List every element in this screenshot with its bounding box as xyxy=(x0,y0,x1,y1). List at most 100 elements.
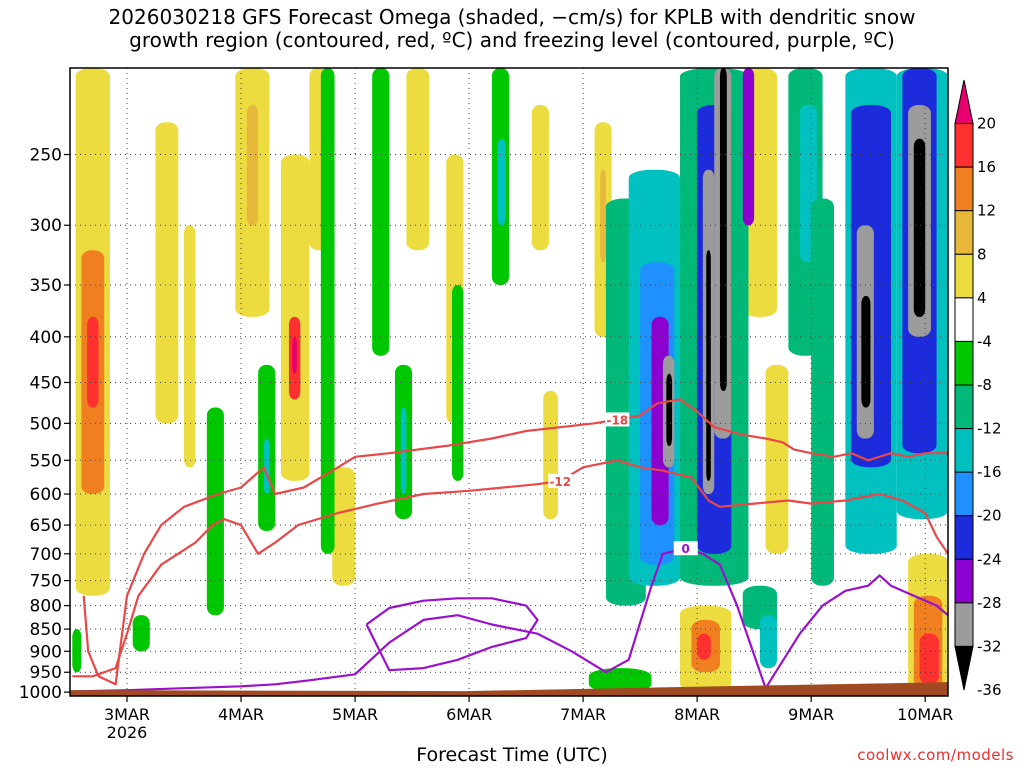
omega-cell xyxy=(184,225,196,468)
contour-layer: -18 -12 0 xyxy=(72,398,948,693)
colorbar-swatch xyxy=(954,253,974,299)
ground-layer xyxy=(70,682,948,696)
colorbar-swatch xyxy=(954,340,974,386)
page-title: 2026030218 GFS Forecast Omega (shaded, −… xyxy=(108,5,916,52)
omega-cell xyxy=(916,169,923,296)
colorbar-swatch xyxy=(954,471,974,517)
y-tick-label: 800 xyxy=(30,597,62,617)
omega-cell xyxy=(87,316,99,408)
colorbar-swatch xyxy=(954,602,974,647)
y-axis: 2503003504004505005506006507007508008509… xyxy=(19,146,70,703)
colorbar-swatch xyxy=(954,297,974,342)
colorbar-label: -36 xyxy=(977,681,1002,699)
omega-cell xyxy=(372,68,390,356)
omega-cell xyxy=(863,326,869,392)
x-tick-label: 6MAR xyxy=(446,705,492,724)
contour-line xyxy=(75,547,948,693)
y-tick-label: 750 xyxy=(30,572,62,592)
y-tick-label: 700 xyxy=(30,545,62,565)
colorbar-label: -32 xyxy=(977,637,1002,655)
omega-cell xyxy=(531,104,549,251)
colorbar-swatch xyxy=(954,166,974,212)
contour-line xyxy=(72,459,948,678)
colorbar-swatch xyxy=(954,123,974,168)
omega-cell xyxy=(666,373,673,446)
y-tick-label: 300 xyxy=(30,216,62,236)
colorbar-label: 16 xyxy=(977,158,996,176)
omega-cell xyxy=(759,615,777,669)
omega-cell xyxy=(292,336,297,374)
x-tick-label: 10MAR xyxy=(897,705,953,724)
colorbar-label: 20 xyxy=(977,115,996,133)
contour-line xyxy=(365,597,539,672)
x-axis-label: Forecast Time (UTC) xyxy=(416,744,608,766)
y-tick-label: 900 xyxy=(30,642,62,662)
x-tick-sublabel: 2026 xyxy=(107,723,148,742)
omega-cell xyxy=(451,285,464,481)
omega-cell xyxy=(155,122,179,424)
terrain-band xyxy=(70,682,948,696)
colorbar-label: -4 xyxy=(977,332,992,350)
colorbar-swatch xyxy=(954,384,974,430)
colorbar-label: 4 xyxy=(977,289,987,307)
omega-cell xyxy=(497,138,506,226)
omega-cell xyxy=(263,438,270,495)
colorbar-label: -12 xyxy=(977,420,1002,438)
omega-cell xyxy=(332,467,356,586)
contour-label: -12 xyxy=(549,475,571,489)
contour-label: -18 xyxy=(606,413,628,427)
y-tick-label: 950 xyxy=(30,663,62,683)
omega-cell xyxy=(246,104,259,226)
y-tick-label: 850 xyxy=(30,620,62,640)
omega-cell xyxy=(406,68,430,251)
omega-cell xyxy=(919,633,939,685)
x-tick-label: 4MAR xyxy=(218,705,264,724)
omega-cell xyxy=(811,198,834,586)
omega-cell xyxy=(206,407,224,616)
contour-label-bg xyxy=(673,541,698,556)
contour-label: 0 xyxy=(682,542,690,556)
colorbar-label: 12 xyxy=(977,202,996,220)
omega-cell xyxy=(543,391,559,520)
omega-cell xyxy=(742,68,755,226)
y-tick-label: 550 xyxy=(30,451,62,471)
omega-cell xyxy=(697,633,711,660)
contour-line xyxy=(82,398,948,686)
credit-link[interactable]: coolwx.com/models xyxy=(857,746,1014,764)
y-tick-label: 250 xyxy=(30,146,62,166)
omega-cell xyxy=(320,68,335,554)
omega-cell xyxy=(719,68,727,392)
x-tick-label: 7MAR xyxy=(560,705,606,724)
omega-cell xyxy=(765,364,789,554)
omega-shading xyxy=(72,68,948,693)
y-tick-label: 650 xyxy=(30,516,62,536)
colorbar-label: -16 xyxy=(977,463,1002,481)
omega-cell xyxy=(132,615,150,652)
colorbar-label: 8 xyxy=(977,245,987,263)
colorbar-swatch xyxy=(954,515,974,560)
y-tick-label: 1000 xyxy=(19,683,62,703)
colorbar-swatch xyxy=(954,210,974,255)
contour-label-bg xyxy=(548,473,573,488)
y-tick-label: 400 xyxy=(30,328,62,348)
y-tick-label: 450 xyxy=(30,373,62,393)
omega-cell xyxy=(588,668,652,693)
colorbar-swatch xyxy=(954,428,974,473)
colorbar-label: -24 xyxy=(977,550,1002,568)
x-tick-label: 9MAR xyxy=(788,705,834,724)
colorbar-label: -20 xyxy=(977,507,1002,525)
omega-cell xyxy=(600,169,606,263)
colorbar-label: -28 xyxy=(977,594,1002,612)
colorbar-cap-bottom xyxy=(954,645,974,691)
contour-label-bg xyxy=(605,412,630,427)
x-tick-label: 5MAR xyxy=(332,705,378,724)
colorbar: 20 16 12 8 4 -4 -8 -12 -16 -20 -24 -28 -32 -36 xyxy=(954,79,1002,699)
y-tick-label: 500 xyxy=(30,414,62,434)
y-tick-label: 350 xyxy=(30,276,62,296)
x-tick-label: 8MAR xyxy=(674,705,720,724)
omega-cell xyxy=(72,629,82,673)
colorbar-cap-top xyxy=(954,79,974,125)
x-tick-label: 3MAR xyxy=(104,705,150,724)
